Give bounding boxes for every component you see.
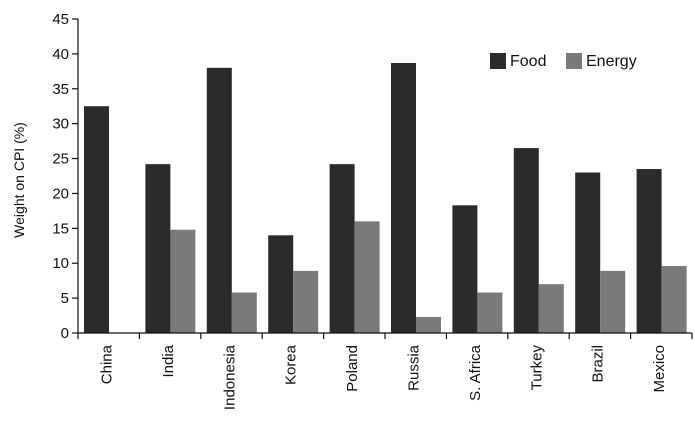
y-tick-label: 25: [52, 151, 69, 168]
legend-label-food: Food: [510, 53, 546, 70]
bar-food-indonesia: [206, 67, 232, 333]
y-tick-label: 40: [52, 46, 69, 63]
bar-food-russia: [391, 62, 416, 334]
x-category-label: Turkey: [528, 345, 545, 391]
bar-energy-brazil: [600, 270, 626, 333]
y-axis-title: Weight on CPI (%): [11, 122, 27, 238]
legend-label-energy: Energy: [586, 53, 637, 70]
x-category-label: Indonesia: [221, 344, 238, 410]
bar-energy-safrica: [477, 292, 503, 333]
bars: [84, 62, 687, 334]
x-axis: China India Indonesia Korea Poland Russia S. A…: [77, 332, 693, 410]
bar-energy-indonesia: [231, 292, 257, 333]
bar-food-turkey: [513, 148, 539, 333]
y-tick-label: 15: [52, 220, 69, 237]
legend: Food Energy: [490, 53, 637, 70]
bar-energy-russia: [416, 316, 441, 333]
y-tick-label: 0: [61, 325, 69, 342]
y-tick-label: 20: [52, 185, 69, 202]
y-tick-label: 35: [52, 81, 69, 98]
y-tick-label: 30: [52, 116, 69, 133]
x-category-label: India: [160, 344, 177, 377]
bar-food-china: [84, 106, 109, 333]
bar-energy-india: [170, 229, 196, 333]
bar-energy-korea: [293, 270, 319, 333]
bar-food-mexico: [636, 169, 662, 333]
x-category-label: China: [99, 344, 116, 384]
x-category-label: Korea: [283, 344, 300, 385]
x-category-label: S. Africa: [467, 344, 484, 401]
x-category-label: Russia: [406, 344, 423, 391]
y-tick-label: 45: [52, 11, 69, 28]
legend-swatch-energy: [566, 53, 582, 69]
bar-food-india: [145, 164, 171, 333]
x-category-label: Mexico: [651, 345, 668, 393]
bar-energy-mexico: [661, 266, 687, 333]
y-tick-label: 5: [61, 290, 69, 307]
x-category-label: Poland: [344, 345, 361, 392]
bar-food-poland: [329, 164, 355, 333]
x-category-label: Brazil: [590, 345, 607, 383]
bar-energy-poland: [354, 221, 380, 333]
y-tick-label: 10: [52, 255, 69, 272]
y-axis: 0 5 10 15 20 25 30 35 40 45: [52, 11, 79, 342]
bar-food-brazil: [575, 172, 601, 333]
bar-food-korea: [268, 235, 294, 333]
bar-energy-turkey: [538, 284, 564, 333]
legend-swatch-food: [490, 53, 506, 69]
bar-food-safrica: [452, 205, 478, 333]
